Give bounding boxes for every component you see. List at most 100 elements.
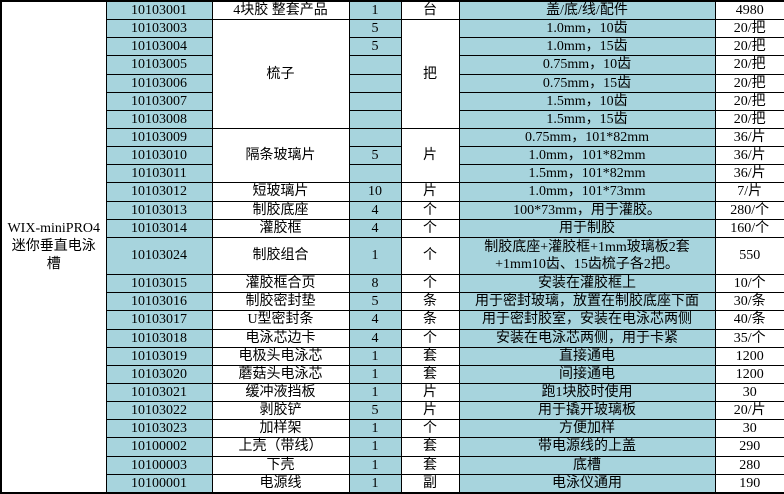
product-name-cell: 上壳（带线）: [211, 437, 350, 457]
product-code-cell: 10103005: [105, 55, 213, 75]
price-cell: 280: [714, 455, 784, 475]
product-name-cell: 4块胶 整套产品: [211, 0, 350, 21]
table-row: 10103007 1.5mm，10齿 20/把: [1, 91, 784, 111]
product-name-cell: 蘑菇头电泳芯: [211, 364, 350, 384]
product-name-cell: U型密封条: [211, 310, 350, 330]
desc-cell: 1.0mm，15齿: [458, 37, 716, 57]
product-name-cell: 灌胶框: [211, 218, 350, 238]
qty-cell: 1: [348, 437, 402, 457]
product-code-cell: 10103017: [105, 310, 213, 330]
price-cell: 30: [714, 382, 784, 403]
unit-cell: 副: [400, 473, 460, 494]
table-row: 10103019 电极头电泳芯 1 套直接通电 1200: [1, 346, 784, 366]
price-cell: 10/个: [714, 274, 784, 294]
unit-cell: 片: [400, 182, 460, 202]
qty-cell: [348, 91, 402, 111]
table-row: 10103003 梳子 5 把 1.0mm，10齿 20/把: [1, 19, 784, 129]
product-code-cell: 10103023: [105, 419, 213, 439]
qty-cell: 1: [348, 455, 402, 475]
qty-cell: [348, 164, 402, 184]
product-code-cell: 10100003: [105, 455, 213, 475]
qty-cell: 4: [348, 218, 402, 238]
product-code-cell: 10100001: [105, 473, 213, 494]
unit-cell: 片: [400, 382, 460, 403]
qty-cell: 5: [348, 146, 402, 166]
unit-cell: 把: [400, 19, 460, 129]
product-code-cell: 10103011: [105, 164, 213, 184]
desc-cell: 100*73mm，用于灌胶。: [458, 200, 716, 220]
qty-cell: 1: [348, 0, 402, 21]
product-code-cell: 10103012: [105, 182, 213, 202]
qty-cell: 4: [348, 328, 402, 348]
product-name-cell: 制胶组合: [211, 236, 350, 276]
product-code-cell: 10103018: [105, 328, 213, 348]
product-code-cell: 10100002: [105, 437, 213, 457]
product-name-cell: 灌胶框合页: [211, 274, 350, 294]
qty-cell: 1: [348, 236, 402, 276]
qty-cell: 5: [348, 37, 402, 57]
product-code-cell: 10103010: [105, 146, 213, 166]
desc-cell: 用于密封胶室，安装在电泳芯两侧: [458, 310, 716, 330]
qty-cell: 10: [348, 182, 402, 202]
qty-cell: 1: [348, 364, 402, 384]
qty-cell: 1: [348, 419, 402, 439]
price-cell: 1200: [714, 364, 784, 384]
table-row: 10103014 灌胶框 4 个用于制胶 160/个: [1, 218, 784, 238]
product-name-cell: 缓冲液挡板: [211, 382, 350, 403]
desc-cell: 1.0mm，10齿: [458, 19, 716, 39]
desc-cell: 跑1块胶时使用: [458, 382, 716, 403]
price-cell: 30: [714, 419, 784, 439]
product-code-cell: 10103001: [105, 0, 213, 21]
table-row: 10103021 缓冲液挡板 1 片跑1块胶时使用 30: [1, 382, 784, 403]
price-cell: 280/个: [714, 200, 784, 220]
unit-cell: 个: [400, 218, 460, 238]
table-row: 10103013 制胶底座 4 个 100*73mm，用于灌胶。 280/个: [1, 200, 784, 220]
price-cell: 20/把: [714, 37, 784, 57]
table-row: 10103012 短玻璃片 10 片 1.0mm，101*73mm 7/片: [1, 182, 784, 202]
product-code-cell: 10103016: [105, 292, 213, 312]
price-cell: 36/片: [714, 146, 784, 166]
unit-cell: 条: [400, 310, 460, 330]
qty-cell: [348, 73, 402, 93]
price-cell: 40/条: [714, 310, 784, 330]
product-name-cell: 短玻璃片: [211, 182, 350, 202]
unit-cell: 个: [400, 274, 460, 294]
desc-cell: 制胶底座+灌胶框+1mm玻璃板2套 +1mm10齿、15齿梳子各2把。: [458, 236, 716, 276]
price-cell: 36/片: [714, 164, 784, 184]
desc-cell: 1.0mm，101*82mm: [458, 146, 716, 166]
price-cell: 7/片: [714, 182, 784, 202]
qty-cell: [348, 127, 402, 148]
product-code-cell: 10103015: [105, 274, 213, 294]
table-row: 10103008 1.5mm，15齿 20/把: [1, 109, 784, 129]
product-name-cell: 加样架: [211, 419, 350, 439]
price-cell: 30/条: [714, 292, 784, 312]
desc-cell: 用于撬开玻璃板: [458, 401, 716, 421]
product-code-cell: 10103007: [105, 91, 213, 111]
table-row: 10103011 1.5mm，101*82mm 36/片: [1, 164, 784, 184]
product-name-cell: 剥胶铲: [211, 401, 350, 421]
unit-cell: 个: [400, 236, 460, 276]
product-code-cell: 10103006: [105, 73, 213, 93]
product-code-cell: 10103003: [105, 19, 213, 39]
unit-cell: 个: [400, 200, 460, 220]
qty-cell: 4: [348, 310, 402, 330]
qty-cell: 5: [348, 401, 402, 421]
table-row: 10103016 制胶密封垫 5 条用于密封玻璃，放置在制胶底座下面 30/条: [1, 292, 784, 312]
product-code-cell: 10103020: [105, 364, 213, 384]
unit-cell: 片: [400, 127, 460, 184]
qty-cell: 1: [348, 473, 402, 494]
unit-cell: 套: [400, 364, 460, 384]
unit-cell: 套: [400, 346, 460, 366]
desc-cell: 1.5mm，10齿: [458, 91, 716, 111]
desc-cell: 直接通电: [458, 346, 716, 366]
product-name-cell: 梳子: [211, 19, 350, 129]
qty-cell: [348, 55, 402, 75]
table-row: 10103009 隔条玻璃片片 0.75mm，101*82mm 36/片: [1, 127, 784, 184]
qty-cell: 4: [348, 200, 402, 220]
product-code-cell: 10103019: [105, 346, 213, 366]
product-name-cell: 制胶密封垫: [211, 292, 350, 312]
product-name-cell: 电泳芯边卡: [211, 328, 350, 348]
